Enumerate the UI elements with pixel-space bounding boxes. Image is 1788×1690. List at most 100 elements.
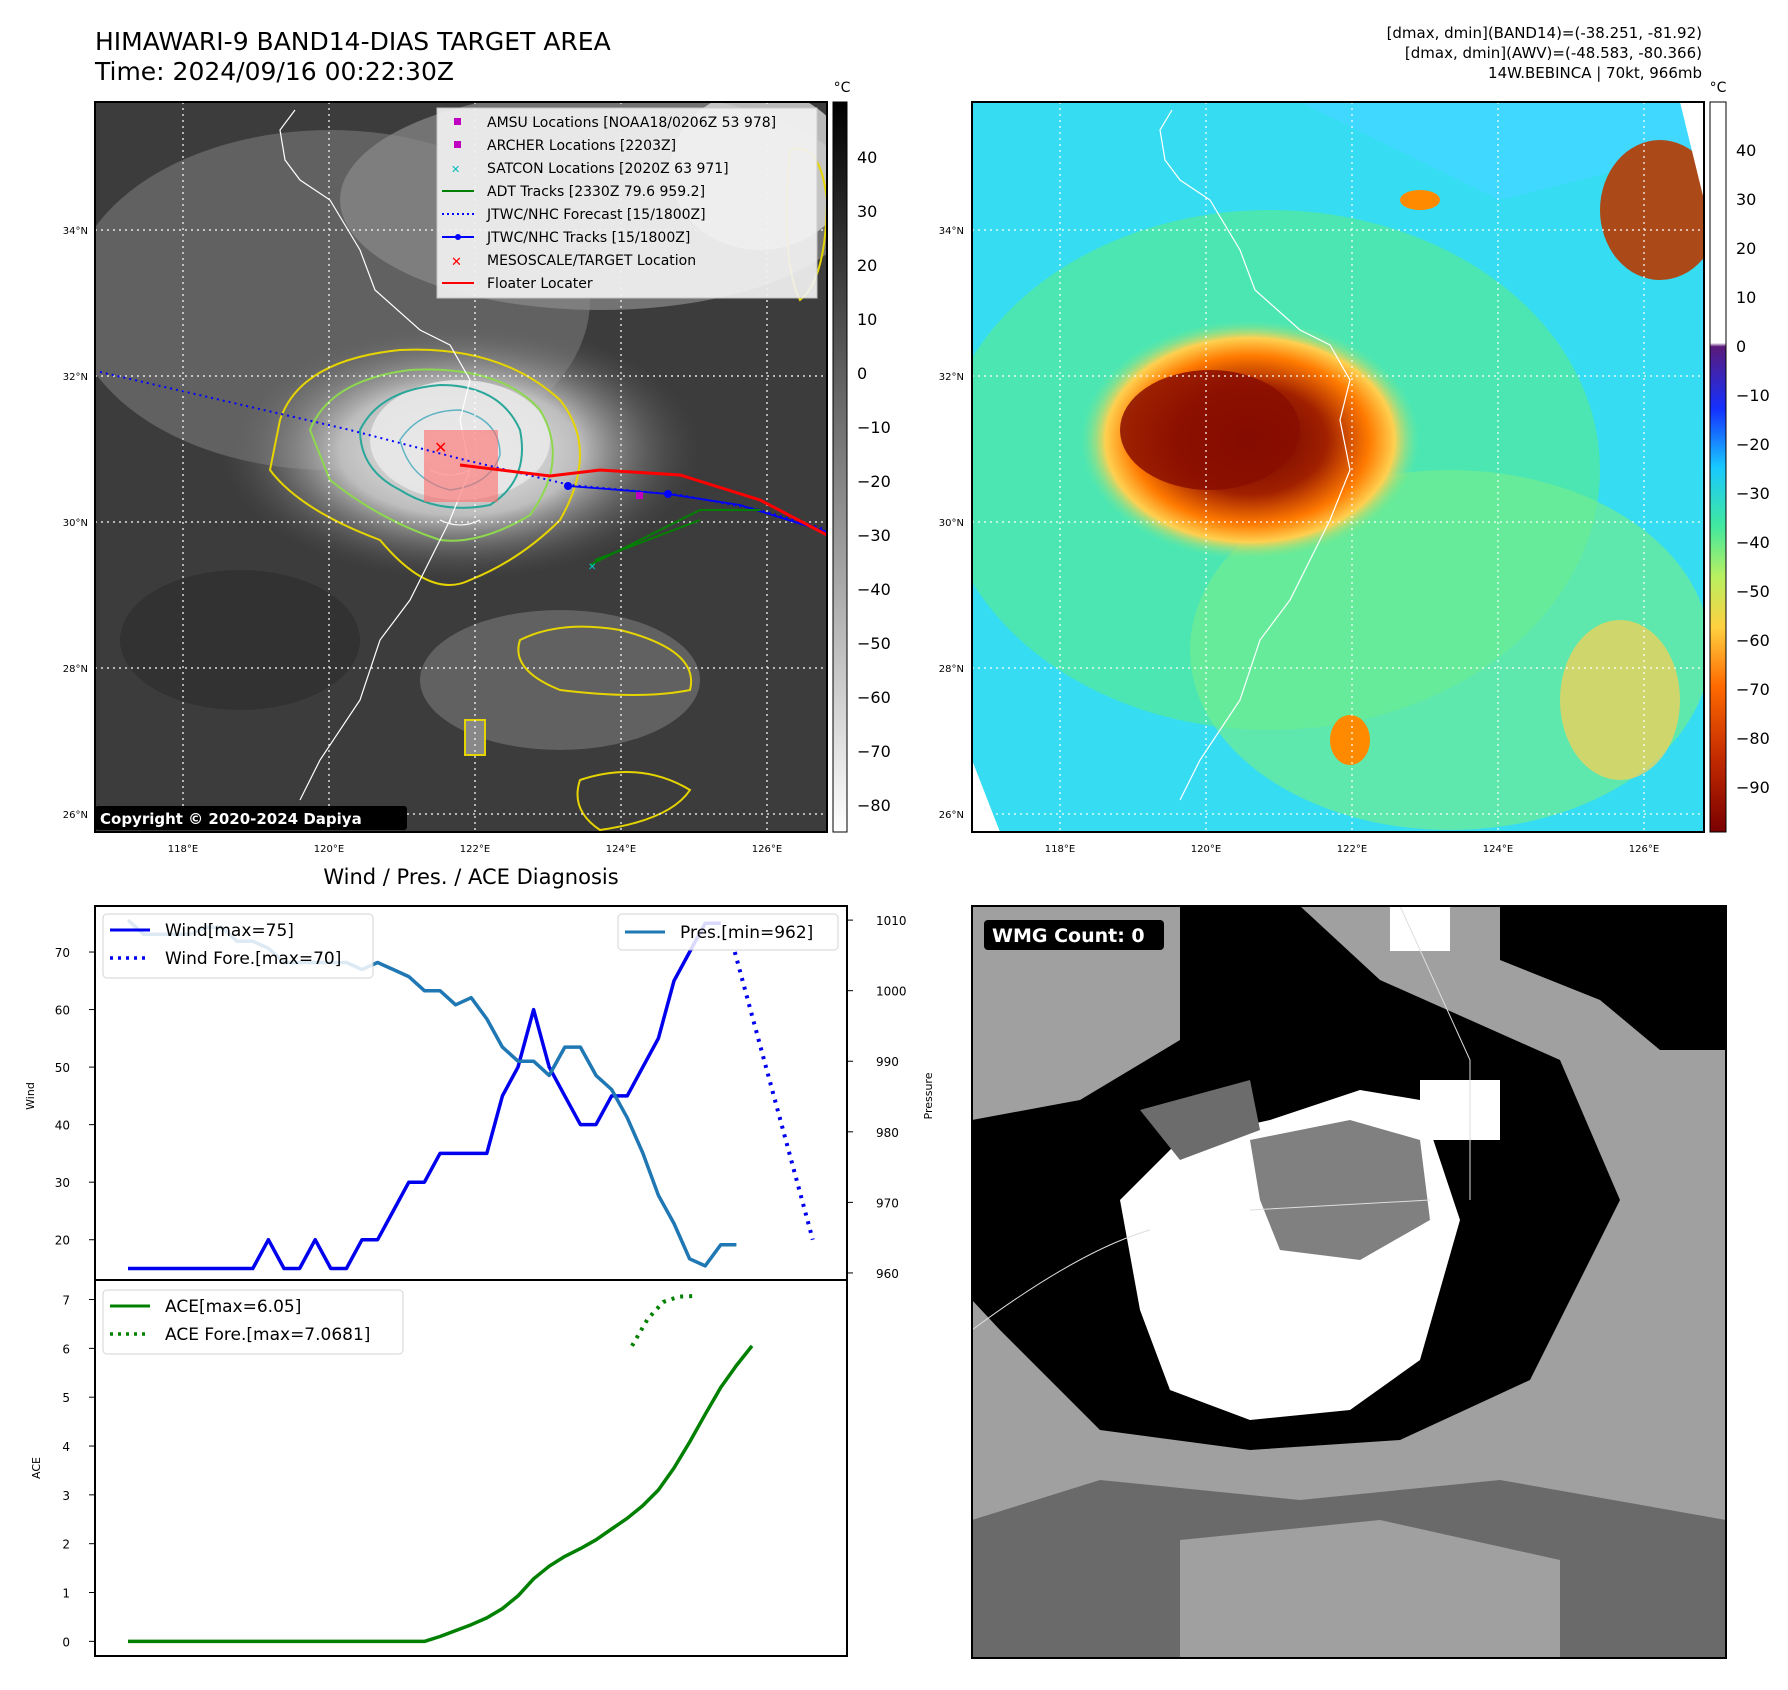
copyright: Copyright © 2020-2024 Dapiya bbox=[100, 810, 362, 828]
awv-extremes: [dmax, dmin](AWV)=(-48.583, -80.366) bbox=[1405, 44, 1702, 62]
lon-tick: 122°E bbox=[1337, 844, 1367, 855]
colorbar-tick: 40 bbox=[857, 148, 877, 167]
lon-tick: 120°E bbox=[1191, 844, 1221, 855]
legend-ace-forecast-label: ACE Fore.[max=7.0681] bbox=[165, 1325, 370, 1345]
ace-tick-label: 2 bbox=[62, 1538, 70, 1552]
figure-time: Time: 2024/09/16 00:22:30Z bbox=[94, 57, 454, 86]
lon-tick: 126°E bbox=[1629, 844, 1659, 855]
legend-wind-forecast-label: Wind Fore.[max=70] bbox=[165, 949, 341, 969]
svg-text:✕: ✕ bbox=[451, 163, 460, 176]
ace-tick-label: 6 bbox=[62, 1342, 70, 1356]
lat-tick: 30°N bbox=[63, 518, 88, 529]
colorbar-tick: −30 bbox=[1736, 484, 1770, 503]
ace-tick-label: 4 bbox=[62, 1440, 70, 1454]
colorbar-tick: −10 bbox=[857, 418, 891, 437]
storm-info: 14W.BEBINCA | 70kt, 966mb bbox=[1488, 64, 1702, 82]
colorbar-tick: 20 bbox=[857, 256, 877, 275]
diagnosis-title: Wind / Pres. / ACE Diagnosis bbox=[323, 865, 618, 889]
legend-wind-label: Wind[max=75] bbox=[165, 921, 294, 941]
lon-tick: 118°E bbox=[1045, 844, 1075, 855]
ace-axis-label: ACE bbox=[30, 1457, 43, 1479]
legend-satcon: SATCON Locations [2020Z 63 971] bbox=[487, 161, 729, 177]
lon-tick: 124°E bbox=[606, 844, 636, 855]
ace-tick-label: 5 bbox=[62, 1391, 70, 1405]
wmg-panel: WMG Count: 0 bbox=[971, 905, 1727, 1659]
satcon-marker: ✕ bbox=[588, 562, 596, 573]
figure-title: HIMAWARI-9 BAND14-DIAS TARGET AREA bbox=[95, 27, 611, 56]
pressure-axis-label: Pressure bbox=[922, 1072, 935, 1119]
band14-map: ✕ ✕ AMSU Locations [NOAA18/0206Z 53 978]… bbox=[63, 80, 891, 855]
legend-ace-label: ACE[max=6.05] bbox=[165, 1297, 301, 1317]
colorbar-tick: −90 bbox=[1736, 778, 1770, 797]
wind-pressure-chart: 20 30 40 50 60 70 960 970 980 990 1000 1010 Wind Pr… bbox=[24, 905, 935, 1281]
colorbar-tick: −30 bbox=[857, 526, 891, 545]
legend-target: MESOSCALE/TARGET Location bbox=[487, 253, 696, 269]
ace-forecast-line bbox=[630, 1294, 695, 1347]
lat-tick: 28°N bbox=[939, 664, 964, 675]
wmg-count-label: WMG Count: 0 bbox=[992, 925, 1145, 947]
pressure-tick-label: 1010 bbox=[876, 914, 907, 928]
wind-tick-label: 40 bbox=[55, 1119, 70, 1133]
colorbar-tick: −80 bbox=[857, 796, 891, 815]
pressure-tick-label: 970 bbox=[876, 1196, 899, 1210]
band14-extremes: [dmax, dmin](BAND14)=(-38.251, -81.92) bbox=[1387, 24, 1702, 42]
colorbar-tick: 20 bbox=[1736, 239, 1756, 258]
ace-tick-label: 3 bbox=[62, 1489, 70, 1503]
wind-tick-label: 20 bbox=[55, 1234, 70, 1248]
colorbar-tick: 30 bbox=[857, 202, 877, 221]
colorbar-tick: −40 bbox=[1736, 533, 1770, 552]
ace-tick-label: 1 bbox=[62, 1587, 70, 1601]
colorbar-tick: −40 bbox=[857, 580, 891, 599]
colorbar-tick: 0 bbox=[857, 364, 867, 383]
colorbar-tick: 10 bbox=[1736, 288, 1756, 307]
legend-adt: ADT Tracks [2330Z 79.6 959.2] bbox=[487, 184, 705, 200]
lat-tick: 30°N bbox=[939, 518, 964, 529]
colorbar-unit: °C bbox=[1710, 80, 1727, 96]
legend-pressure: Pres.[min=962] bbox=[617, 913, 839, 951]
lon-tick: 124°E bbox=[1483, 844, 1513, 855]
legend-jtwc-tracks: JTWC/NHC Tracks [15/1800Z] bbox=[486, 230, 690, 246]
colorbar-tick: −10 bbox=[1736, 386, 1770, 405]
lat-tick: 28°N bbox=[63, 664, 88, 675]
colorbar-tick: −70 bbox=[1736, 680, 1770, 699]
lat-tick: 32°N bbox=[939, 372, 964, 383]
lon-tick: 122°E bbox=[460, 844, 490, 855]
ace-tick-label: 7 bbox=[62, 1294, 70, 1308]
wind-tick-label: 50 bbox=[55, 1061, 70, 1075]
lon-tick: 118°E bbox=[168, 844, 198, 855]
colorbar-tick: −50 bbox=[857, 634, 891, 653]
colorbar-tick: −80 bbox=[1736, 729, 1770, 748]
pressure-tick-label: 980 bbox=[876, 1126, 899, 1140]
target-marker: ✕ bbox=[434, 438, 447, 457]
colorbar-tick: −20 bbox=[1736, 435, 1770, 454]
wind-axis-label: Wind bbox=[24, 1082, 37, 1110]
wind-tick-label: 30 bbox=[55, 1176, 70, 1190]
svg-text:✕: ✕ bbox=[451, 255, 462, 270]
wind-tick-label: 70 bbox=[55, 946, 70, 960]
lat-tick: 26°N bbox=[63, 810, 88, 821]
colorbar-tick: −60 bbox=[1736, 631, 1770, 650]
legend-map: AMSU Locations [NOAA18/0206Z 53 978] ARC… bbox=[436, 107, 818, 299]
lat-tick: 32°N bbox=[63, 372, 88, 383]
colorbar-tick: 0 bbox=[1736, 337, 1746, 356]
lon-tick: 126°E bbox=[752, 844, 782, 855]
wind-tick-label: 60 bbox=[55, 1004, 70, 1018]
ace-series-line bbox=[128, 1344, 754, 1644]
lat-tick: 34°N bbox=[939, 226, 964, 237]
legend-wind: Wind[max=75] Wind Fore.[max=70] bbox=[102, 913, 374, 979]
colorbar-unit: °C bbox=[834, 80, 851, 96]
colorbar-tick: −20 bbox=[857, 472, 891, 491]
legend-pressure-label: Pres.[min=962] bbox=[680, 923, 813, 943]
ace-chart: 0 1 2 3 4 5 6 7 ACE ACE[max=6.05] ACE Fore.[max… bbox=[30, 1279, 848, 1657]
pressure-tick-label: 990 bbox=[876, 1055, 899, 1069]
colorbar-tick: 10 bbox=[857, 310, 877, 329]
colorbar-tick: 30 bbox=[1736, 190, 1756, 209]
colorbar-tick: 40 bbox=[1736, 141, 1756, 160]
colorbar-tick: −70 bbox=[857, 742, 891, 761]
pressure-tick-label: 960 bbox=[876, 1267, 899, 1281]
legend-archer: ARCHER Locations [2203Z] bbox=[487, 138, 676, 154]
legend-floater: Floater Locater bbox=[487, 276, 593, 292]
colorbar-tick: −50 bbox=[1736, 582, 1770, 601]
lon-tick: 120°E bbox=[314, 844, 344, 855]
